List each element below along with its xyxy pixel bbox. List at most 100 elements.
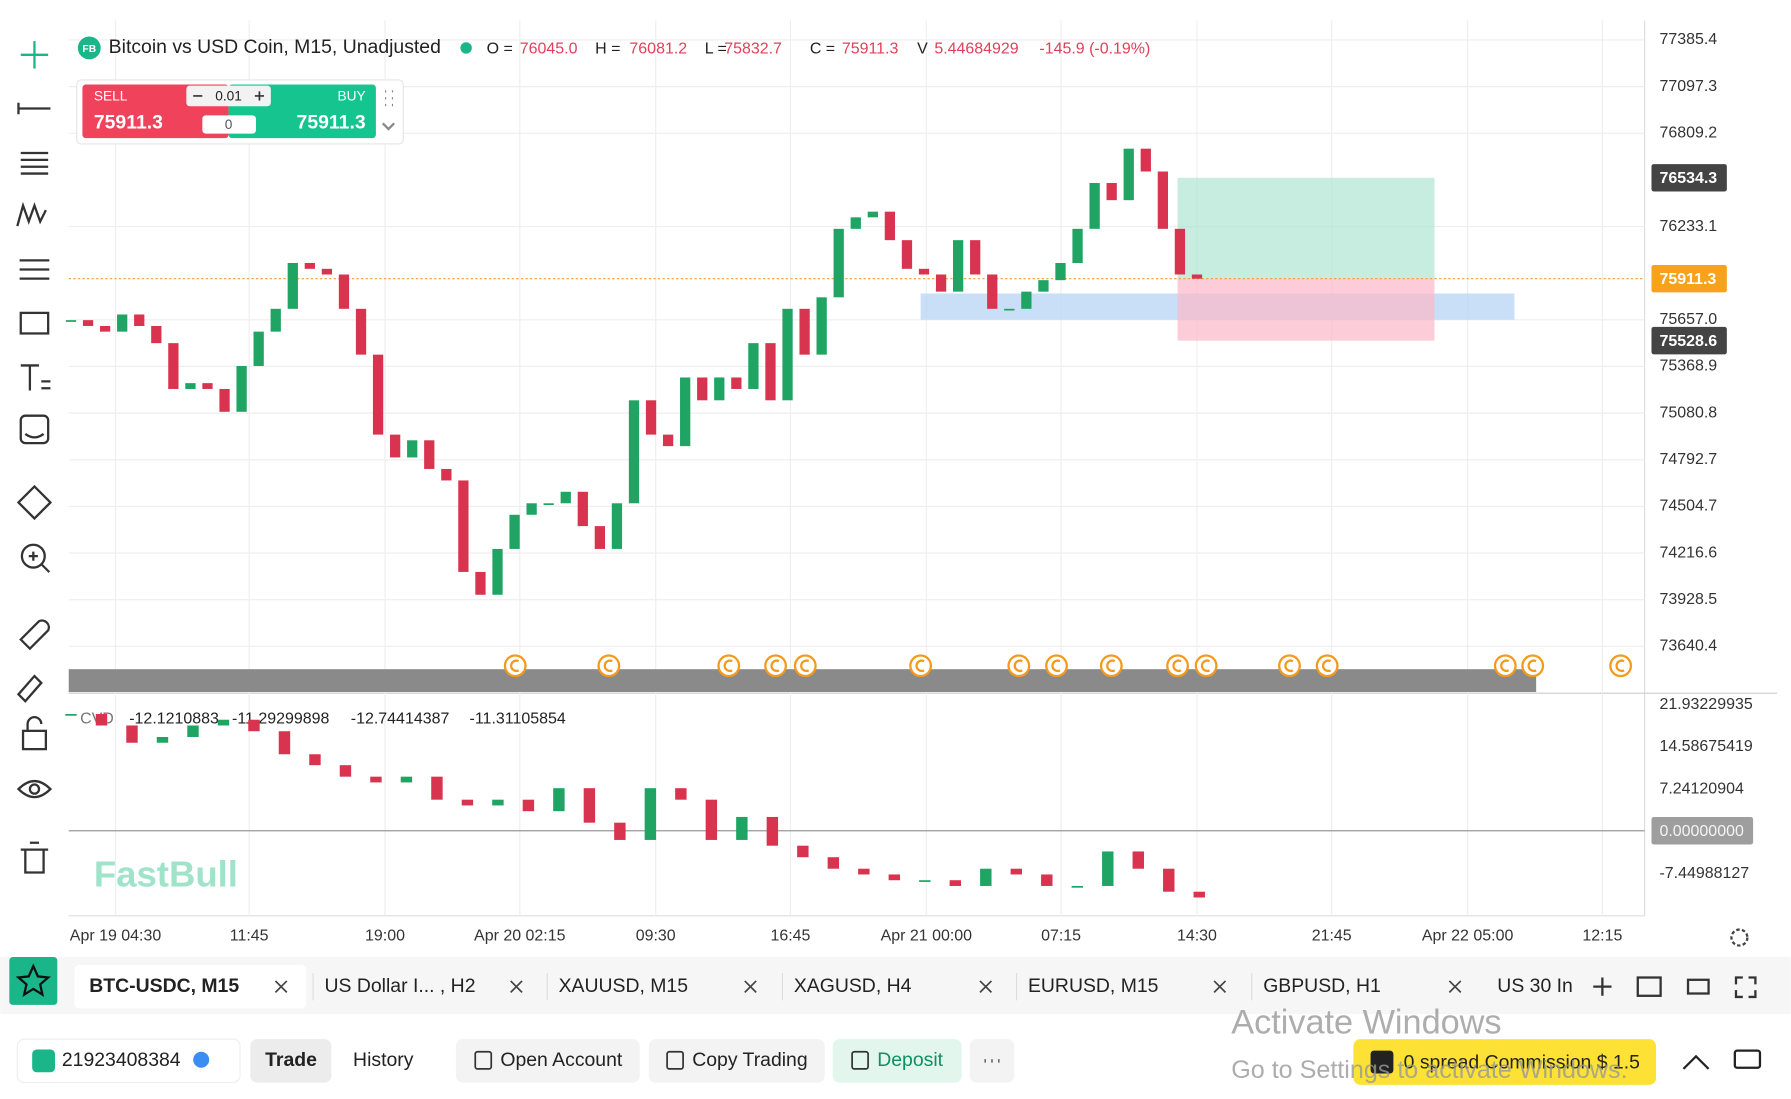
event-icon[interactable] <box>1521 654 1545 678</box>
price-candle <box>765 343 776 401</box>
event-icon[interactable] <box>1194 654 1218 678</box>
tab-close[interactable] <box>274 980 288 993</box>
event-circle <box>1609 654 1633 678</box>
event-icon[interactable] <box>1315 654 1339 678</box>
price-marker-bg <box>1651 326 1727 355</box>
lot-control[interactable] <box>186 85 271 107</box>
magnet-tool[interactable] <box>19 619 50 651</box>
cvd-candle <box>1010 868 1023 875</box>
time-tick-label: 19:00 <box>365 928 405 945</box>
bottom-button-label: Open Account <box>500 1049 623 1071</box>
quantity-input[interactable] <box>202 115 257 134</box>
tab-label[interactable]: US Dollar I... , H2 <box>325 975 476 997</box>
price-candle <box>1004 308 1015 311</box>
favorites-button[interactable] <box>9 956 58 1005</box>
cvd-candle <box>1071 885 1083 888</box>
event-icon[interactable] <box>1609 654 1633 678</box>
ohlc-label: L = <box>705 40 727 57</box>
settings-icon[interactable] <box>1730 928 1749 947</box>
tab-label[interactable]: US 30 In <box>1497 975 1573 997</box>
tab-close[interactable] <box>744 980 757 993</box>
rect-tool[interactable] <box>19 311 50 335</box>
tab-label[interactable]: XAUUSD, M15 <box>559 975 688 997</box>
event-icon[interactable] <box>793 654 817 678</box>
event-circle <box>764 654 788 678</box>
crosshair-tool[interactable] <box>20 41 49 69</box>
trash-tool[interactable] <box>20 841 49 874</box>
event-icon[interactable] <box>503 654 527 678</box>
widget-handle[interactable] <box>381 90 395 131</box>
channel-tool[interactable] <box>19 259 50 280</box>
time-tick-label: 11:45 <box>230 928 269 945</box>
price-tick-label: 75368.9 <box>1659 358 1717 375</box>
event-icon[interactable] <box>717 654 741 678</box>
loss-zone[interactable] <box>1177 278 1435 341</box>
event-circle <box>1493 654 1517 678</box>
text-tool[interactable] <box>20 364 51 391</box>
cvd-candle <box>492 799 504 806</box>
eye-tool[interactable] <box>16 779 53 799</box>
bottom-button[interactable] <box>648 1039 825 1083</box>
event-icon[interactable] <box>597 654 621 678</box>
time-tick-label: Apr 22 05:00 <box>1422 928 1514 945</box>
tab-label[interactable]: XAGUSD, H4 <box>794 975 912 997</box>
event-circle <box>503 654 527 678</box>
line-tool[interactable] <box>17 102 51 115</box>
quantity-value: 0 <box>225 117 233 132</box>
tab-close[interactable] <box>1213 980 1227 993</box>
event-icon[interactable] <box>909 654 933 678</box>
fullscreen-icon[interactable] <box>1734 976 1757 999</box>
price-candle <box>304 262 315 269</box>
event-circle <box>1194 654 1218 678</box>
windows-subtitle: Go to Settings to activate Windows. <box>1231 1056 1627 1084</box>
event-glyph <box>1321 659 1332 672</box>
tab-close[interactable] <box>1448 980 1462 993</box>
price-candle <box>1123 148 1134 201</box>
lock-tool[interactable] <box>21 729 48 751</box>
bottom-button[interactable] <box>832 1039 962 1083</box>
event-icon[interactable] <box>1007 654 1031 678</box>
event-icon[interactable] <box>1278 654 1301 678</box>
ruler-tool[interactable] <box>16 484 53 521</box>
bottom-buttons: Trade History Open Account Copy Trading Depo… <box>250 1039 962 1083</box>
overlays: 76534.3 75911.3 75528.6 <box>68 164 1727 355</box>
event-icon[interactable] <box>1045 654 1068 678</box>
zoom-tool[interactable] <box>20 543 46 569</box>
bottom-button[interactable] <box>338 1039 431 1083</box>
emoji-tool[interactable] <box>19 414 50 445</box>
bottom-button[interactable] <box>455 1039 640 1083</box>
tab-label[interactable]: EURUSD, M15 <box>1028 975 1158 997</box>
bottom-button[interactable] <box>250 1039 332 1083</box>
lot-steppers[interactable] <box>193 91 264 101</box>
emoji-face <box>24 433 45 439</box>
panel-icon[interactable] <box>1733 1049 1762 1069</box>
event-icon[interactable] <box>764 654 788 678</box>
event-icon[interactable] <box>1493 654 1517 678</box>
event-circle <box>793 654 817 678</box>
time-tick-label: Apr 21 00:00 <box>881 928 973 945</box>
ohlc-value: 5.44684929 <box>934 40 1018 57</box>
event-icon[interactable] <box>1166 654 1189 678</box>
window-icon[interactable] <box>1686 978 1710 995</box>
profit-zone[interactable] <box>1177 177 1435 279</box>
event-icon[interactable] <box>1099 654 1123 678</box>
add-tab[interactable] <box>1593 977 1612 996</box>
brush-tool[interactable] <box>16 674 43 703</box>
collapse-icon[interactable] <box>1682 1054 1710 1070</box>
cvd-candle <box>1102 851 1114 886</box>
pattern-tool[interactable] <box>16 201 47 227</box>
tab-close[interactable] <box>979 980 993 993</box>
tab-label[interactable]: GBPUSD, H1 <box>1263 975 1381 997</box>
price-marker-label: 76534.3 <box>1659 170 1717 187</box>
fib-tool[interactable] <box>20 151 49 175</box>
price-candle <box>219 388 230 412</box>
tab-close[interactable] <box>510 980 523 993</box>
price-candle <box>1089 183 1100 229</box>
account-pill[interactable] <box>16 1038 241 1084</box>
active-tab[interactable] <box>74 964 307 1009</box>
event-glyph <box>1013 659 1023 672</box>
cvd-reading: -11.29299898 <box>232 711 329 728</box>
promo-banner[interactable] <box>1353 1039 1657 1085</box>
tab-label[interactable]: BTC-USDC, M15 <box>89 975 239 997</box>
layout-icon[interactable] <box>1636 976 1662 997</box>
